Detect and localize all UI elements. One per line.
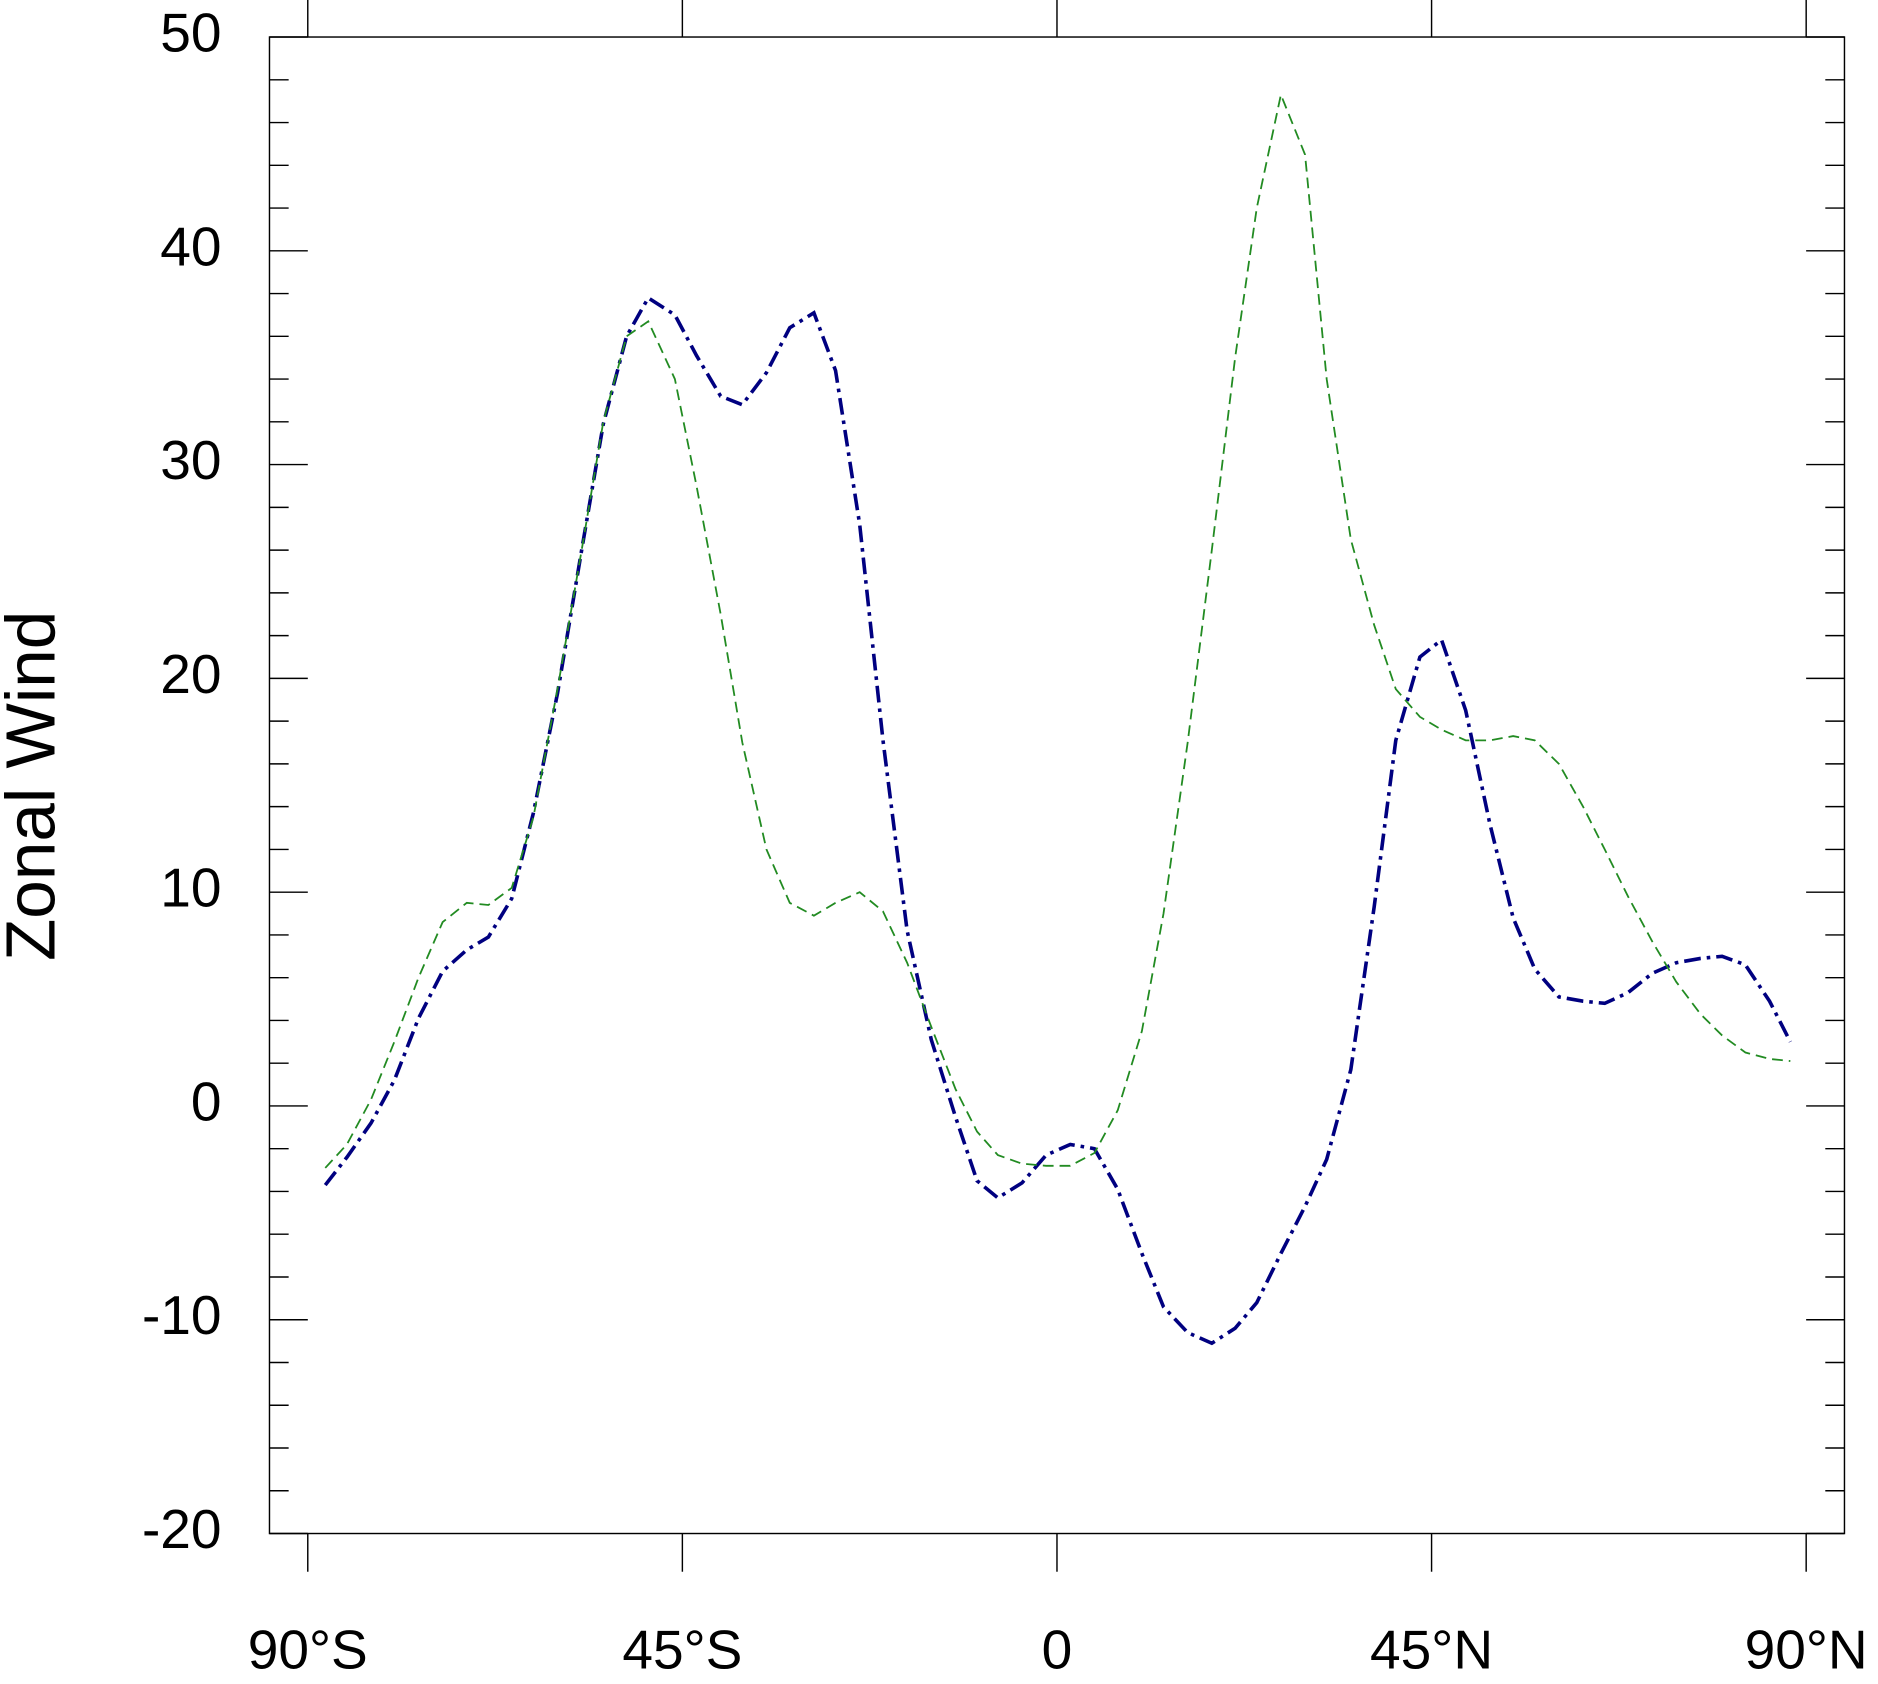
y-tick-label: -20 — [142, 1498, 222, 1560]
x-tick-label: 45°S — [622, 1619, 742, 1681]
x-tick-label: 90°S — [248, 1619, 368, 1681]
y-tick-label: 30 — [160, 429, 221, 491]
plot-frame — [268, 36, 1846, 1535]
y-tick-label: 40 — [160, 215, 221, 277]
y-tick-label: 20 — [160, 643, 221, 705]
series-line — [324, 91, 1791, 1169]
series-line — [323, 295, 1792, 1346]
x-tick-label: 90°N — [1745, 1619, 1868, 1681]
y-tick-label: 50 — [160, 2, 221, 64]
y-tick-label: 0 — [191, 1071, 222, 1133]
y-axis-label: Zonal Wind — [0, 611, 69, 961]
x-tick-label: 45°N — [1370, 1619, 1493, 1681]
y-tick-label: -10 — [142, 1284, 222, 1346]
x-tick-label: 0 — [1042, 1619, 1073, 1681]
y-tick-label: 10 — [160, 857, 221, 919]
